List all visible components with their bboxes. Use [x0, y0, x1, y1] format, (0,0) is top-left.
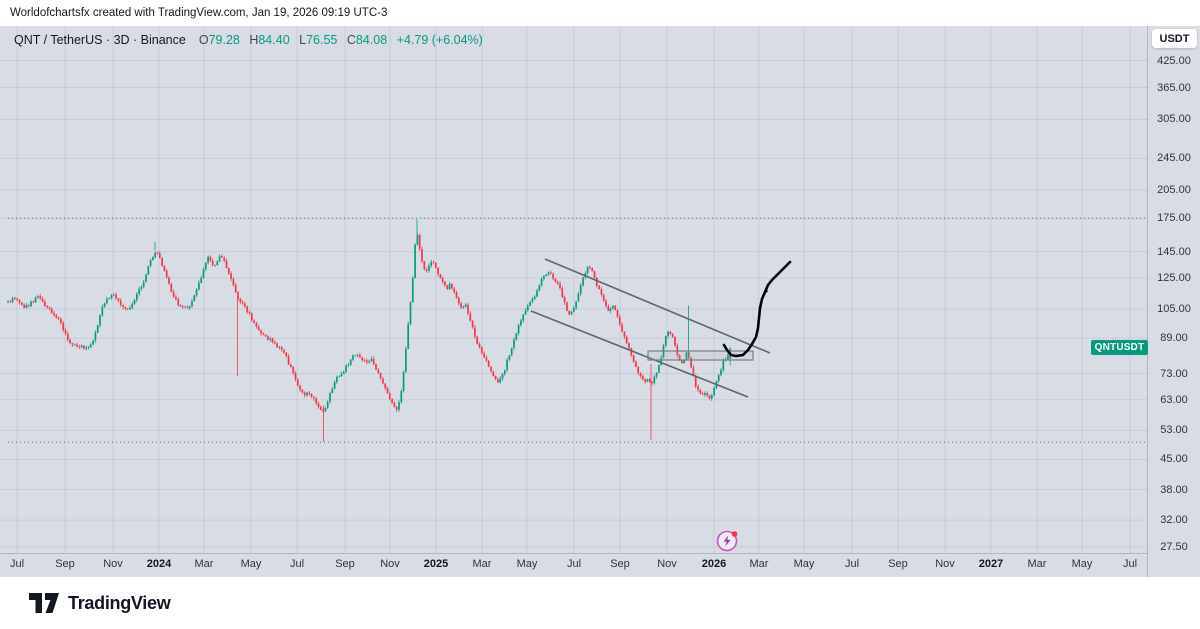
high-value: 84.40	[258, 33, 290, 47]
change-value: +4.79 (+6.04%)	[396, 33, 483, 47]
time-axis[interactable]: Jul Sep Nov 2024 Mar May Jul Sep Nov 2025 Mar May Ju…	[0, 553, 1148, 578]
time-tick: May	[240, 558, 262, 570]
projection-arrow-drawing[interactable]	[722, 260, 792, 358]
time-tick: Jul	[1122, 558, 1138, 570]
time-tick: Nov	[657, 558, 677, 570]
time-tick: 2024	[146, 558, 172, 570]
notification-dot	[731, 531, 738, 537]
candles-layer[interactable]	[7, 233, 732, 413]
high-label: H	[249, 33, 259, 47]
time-tick: 2027	[978, 558, 1004, 570]
price-tick: 63.00	[1160, 393, 1188, 406]
chart-svg[interactable]	[0, 26, 1148, 553]
currency-toggle-button[interactable]: USDT	[1152, 29, 1197, 48]
time-tick: Mar	[749, 558, 769, 570]
price-tick: 53.00	[1160, 424, 1188, 437]
price-tick: 145.00	[1157, 245, 1191, 258]
drawing-dot	[764, 289, 768, 293]
price-tick: 105.00	[1157, 302, 1191, 315]
symbol-price-label: QNTUSDT	[1091, 340, 1148, 356]
price-tick: 245.00	[1157, 152, 1191, 165]
time-tick: May	[793, 558, 815, 570]
time-tick: Nov	[935, 558, 955, 570]
time-tick: Mar	[194, 558, 214, 570]
time-tick: May	[516, 558, 538, 570]
price-tick: 425.00	[1157, 54, 1191, 67]
price-tick: 205.00	[1157, 184, 1191, 197]
time-tick: Mar	[1027, 558, 1047, 570]
time-tick: Sep	[335, 558, 355, 570]
time-tick: Sep	[888, 558, 908, 570]
low-value: 76.55	[306, 33, 338, 47]
trendline-wedge-upper[interactable]	[544, 258, 771, 354]
support-zone-box[interactable]	[647, 350, 754, 361]
chart-canvas[interactable]: QNT / TetherUS · 3D · Binance O79.28 H84…	[0, 26, 1200, 577]
price-tick: 38.00	[1160, 483, 1188, 496]
price-tick: 27.50	[1160, 541, 1188, 553]
attribution-bar: Worldofchartsfx created with TradingView…	[0, 0, 1200, 26]
open-value: 79.28	[208, 33, 240, 47]
footer-bar: TradingView	[0, 577, 1200, 629]
time-tick: Jul	[566, 558, 582, 570]
time-tick: 2025	[423, 558, 449, 570]
grid-layer	[0, 26, 1148, 553]
tradingview-logo-icon	[29, 593, 59, 613]
price-tick: 305.00	[1157, 113, 1191, 126]
time-tick: May	[1071, 558, 1093, 570]
tradingview-logo[interactable]: TradingView	[28, 592, 171, 614]
time-tick: Nov	[380, 558, 400, 570]
price-tick: 175.00	[1157, 212, 1191, 225]
time-tick: Mar	[472, 558, 492, 570]
symbol-title[interactable]: QNT / TetherUS · 3D · Binance	[14, 33, 186, 47]
flash-event-badge[interactable]	[716, 529, 740, 553]
close-label: C	[346, 33, 356, 47]
time-tick: Jul	[9, 558, 25, 570]
price-tick: 32.00	[1160, 514, 1188, 527]
time-tick: 2026	[701, 558, 727, 570]
attribution-text: Worldofchartsfx created with TradingView…	[10, 7, 388, 19]
price-tick: 73.00	[1160, 367, 1188, 380]
price-axis[interactable]: 425.00 365.00 305.00 245.00 205.00 175.00 145.…	[1147, 26, 1200, 577]
price-tick: 365.00	[1157, 81, 1191, 94]
price-tick: 125.00	[1157, 271, 1191, 284]
tradingview-logo-text: TradingView	[68, 592, 171, 613]
price-tick: 45.00	[1160, 453, 1188, 466]
flash-badge-icon	[716, 530, 738, 552]
time-tick: Sep	[610, 558, 630, 570]
open-label: O	[198, 33, 209, 47]
price-tick: 89.00	[1160, 332, 1188, 345]
time-tick: Sep	[55, 558, 75, 570]
low-label: L	[299, 33, 307, 47]
trendline-wedge-lower[interactable]	[530, 310, 749, 398]
time-tick: Jul	[844, 558, 860, 570]
time-tick: Nov	[103, 558, 123, 570]
time-tick: Jul	[289, 558, 305, 570]
close-value: 84.08	[355, 33, 388, 47]
symbol-ohlc-readout: QNT / TetherUS · 3D · Binance O79.28 H84…	[14, 33, 483, 47]
